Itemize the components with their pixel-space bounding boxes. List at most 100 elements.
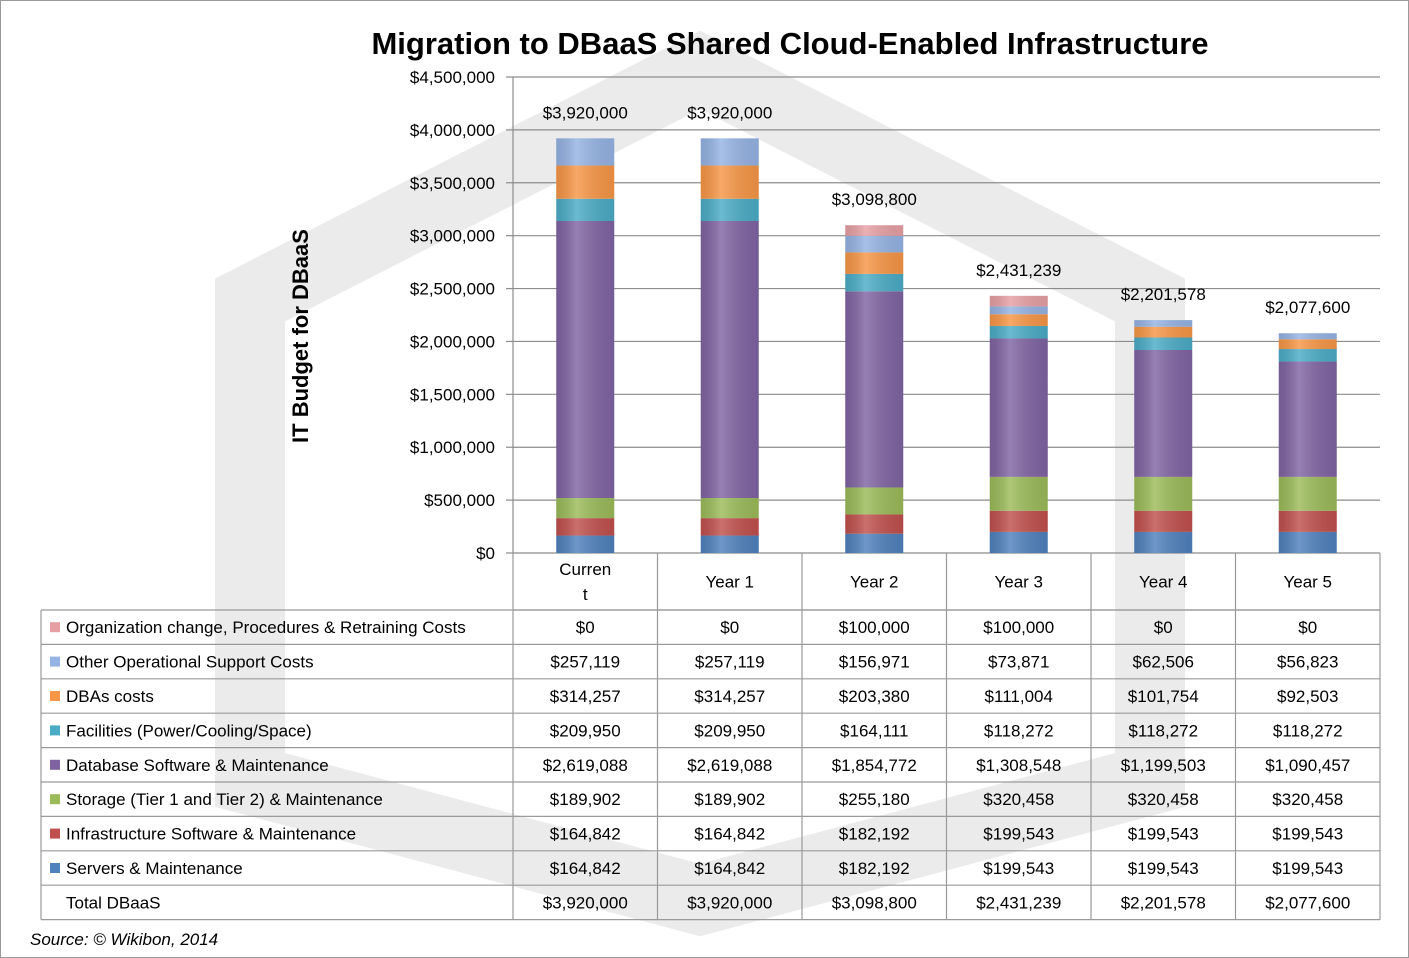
x-category-label: Year 1 xyxy=(705,573,754,592)
x-category-label: Year 3 xyxy=(994,573,1043,592)
bar-segment-shade xyxy=(1278,333,1337,340)
data-label: $182,192 xyxy=(839,859,910,878)
bar-segment-shade xyxy=(845,514,904,534)
total-cell: $3,920,000 xyxy=(543,893,628,912)
x-category-label: Year 5 xyxy=(1283,573,1332,592)
data-label: $156,971 xyxy=(839,653,910,672)
y-tick-label: $2,500,000 xyxy=(410,280,495,299)
data-label: $73,871 xyxy=(988,653,1049,672)
bar-segment-shade xyxy=(989,295,1048,307)
total-cell: $3,098,800 xyxy=(832,893,917,912)
bar-segment-shade xyxy=(845,252,904,274)
total-cell: $3,920,000 xyxy=(687,893,772,912)
data-label: $164,842 xyxy=(550,825,621,844)
bar-segment-shade xyxy=(989,510,1048,532)
bar-segment-shade xyxy=(556,535,615,553)
legend-swatch xyxy=(50,656,60,667)
data-label: $255,180 xyxy=(839,790,910,809)
data-label: $314,257 xyxy=(550,687,621,706)
watermark-logo xyxy=(215,30,1185,937)
data-label: $209,950 xyxy=(694,721,765,740)
data-label: $199,543 xyxy=(983,859,1054,878)
y-tick-label: $0 xyxy=(476,544,495,563)
bar-segment-shade xyxy=(1278,349,1337,362)
y-tick-label: $2,000,000 xyxy=(410,332,495,351)
legend-swatch xyxy=(50,794,60,805)
x-category-label: t xyxy=(583,585,588,604)
data-label: $199,543 xyxy=(1272,825,1343,844)
bar-total-label: $3,098,800 xyxy=(832,190,917,209)
bar-segment-shade xyxy=(989,338,1048,477)
legend-label: DBAs costs xyxy=(66,687,154,706)
grid xyxy=(506,76,1380,554)
bar-segment-shade xyxy=(556,518,615,536)
legend-swatch xyxy=(50,863,60,873)
bar-total-labels: $3,920,000 $3,920,000 $3,098,800 $2,431,239… xyxy=(543,103,1351,317)
bar-total-label: $3,920,000 xyxy=(687,103,772,122)
bar-segment-shade xyxy=(845,487,904,515)
total-row-label: Total DBaaS xyxy=(66,893,161,912)
data-label: $118,272 xyxy=(984,721,1054,740)
data-label: $2,619,088 xyxy=(543,756,628,775)
y-tick-label: $500,000 xyxy=(424,491,495,510)
data-label: $100,000 xyxy=(839,618,910,637)
data-label: $189,902 xyxy=(694,790,765,809)
bar-segment-shade xyxy=(845,273,904,292)
legend-label: Facilities (Power/Cooling/Space) xyxy=(66,721,312,740)
data-label: $314,257 xyxy=(694,687,765,706)
data-label: $1,199,503 xyxy=(1121,756,1206,775)
legend-swatch xyxy=(50,622,60,633)
data-label: $118,272 xyxy=(1128,721,1198,740)
data-label: $209,950 xyxy=(550,721,621,740)
bar-segment-shade xyxy=(1278,361,1337,477)
bar-segment-shade xyxy=(845,235,904,253)
data-label: $199,543 xyxy=(1128,825,1199,844)
legend-label: Storage (Tier 1 and Tier 2) & Maintenanc… xyxy=(66,790,383,809)
data-label: $0 xyxy=(576,618,595,637)
data-label: $1,308,548 xyxy=(976,756,1061,775)
legend-label: Organization change, Procedures & Retrai… xyxy=(66,618,466,637)
bar-segment-shade xyxy=(845,291,904,488)
chart-title: Migration to DBaaS Shared Cloud-Enabled … xyxy=(371,26,1208,61)
data-label: $62,506 xyxy=(1133,653,1194,672)
y-tick-label: $4,500,000 xyxy=(410,68,495,87)
data-label: $56,823 xyxy=(1277,653,1338,672)
bar-segment-shade xyxy=(700,198,759,221)
bar-segment-shade xyxy=(556,498,615,519)
data-label: $118,272 xyxy=(1273,721,1343,740)
data-label: $1,854,772 xyxy=(832,756,917,775)
bar-segment-shade xyxy=(1134,326,1193,338)
legend-swatch xyxy=(50,759,60,770)
bar-total-label: $2,201,578 xyxy=(1121,285,1206,304)
data-label: $111,004 xyxy=(985,687,1053,706)
data-label: $199,543 xyxy=(983,825,1054,844)
bar-segment-shade xyxy=(1134,476,1193,511)
y-tick-label: $1,000,000 xyxy=(410,438,495,457)
data-label: $0 xyxy=(1298,618,1317,637)
data-label: $0 xyxy=(1154,618,1173,637)
data-label: $2,619,088 xyxy=(687,756,772,775)
bar-total-label: $3,920,000 xyxy=(543,103,628,122)
data-label: $101,754 xyxy=(1128,687,1199,706)
bar-segment-shade xyxy=(989,314,1048,326)
total-cell: $2,077,600 xyxy=(1265,893,1350,912)
y-axis-ticks: $0 $500,000 $1,000,000 $1,500,000 $2,000,000… xyxy=(410,68,495,563)
bar-segment-shade xyxy=(700,138,759,166)
bar-segment-shade xyxy=(989,531,1048,553)
y-axis-label: IT Budget for DBaaS xyxy=(288,229,313,443)
bar-segment-shade xyxy=(700,165,759,199)
bar-total-label: $2,077,600 xyxy=(1265,298,1350,317)
data-label: $164,842 xyxy=(694,859,765,878)
bar-segment-shade xyxy=(1278,339,1337,350)
legend-label: Database Software & Maintenance xyxy=(66,756,329,775)
data-label: $0 xyxy=(720,618,739,637)
bars xyxy=(556,138,1337,553)
bar-segment-shade xyxy=(700,498,759,519)
data-label: $164,842 xyxy=(694,825,765,844)
bar-segment-shade xyxy=(1134,510,1193,532)
data-label: $199,543 xyxy=(1128,859,1199,878)
bar-segment-shade xyxy=(845,533,904,553)
total-cell: $2,201,578 xyxy=(1121,893,1206,912)
data-label: $189,902 xyxy=(550,790,621,809)
